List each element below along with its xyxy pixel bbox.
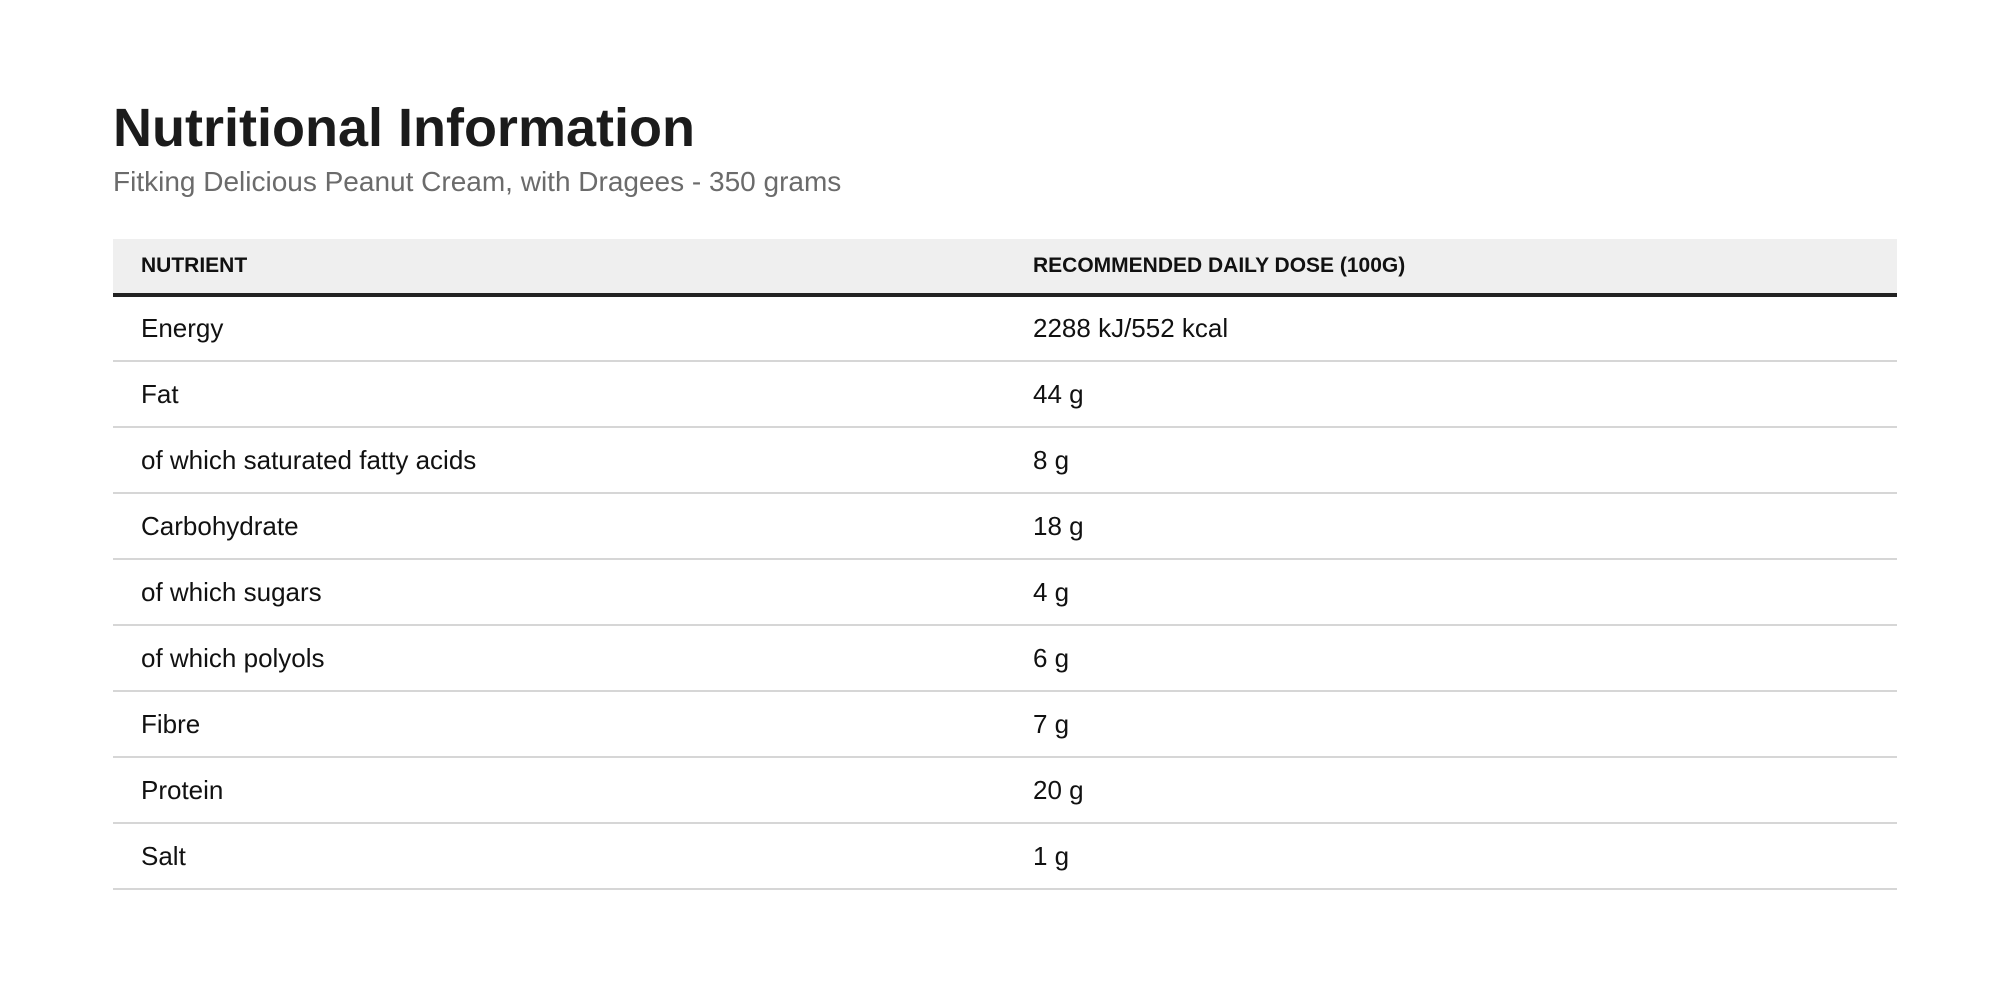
nutrient-cell: Fibre: [113, 691, 1005, 758]
nutrition-panel: Nutritional Information Fitking Deliciou…: [113, 96, 1897, 890]
nutrient-cell: of which polyols: [113, 625, 1005, 692]
table-row: Carbohydrate 18 g: [113, 493, 1897, 560]
table-row: Energy 2288 kJ/552 kcal: [113, 295, 1897, 362]
table-row: of which saturated fatty acids 8 g: [113, 427, 1897, 494]
nutrient-cell: of which sugars: [113, 559, 1005, 626]
dose-cell: 44 g: [1005, 361, 1897, 428]
table-row: of which sugars 4 g: [113, 559, 1897, 626]
table-body: Energy 2288 kJ/552 kcal Fat 44 g of whic…: [113, 295, 1897, 890]
nutrient-cell: Protein: [113, 757, 1005, 824]
table-header: NUTRIENT RECOMMENDED DAILY DOSE (100G): [113, 239, 1897, 297]
dose-cell: 8 g: [1005, 427, 1897, 494]
dose-cell: 1 g: [1005, 823, 1897, 890]
page-title: Nutritional Information: [113, 98, 695, 158]
dose-cell: 6 g: [1005, 625, 1897, 692]
nutrient-cell: Carbohydrate: [113, 493, 1005, 560]
nutrient-cell: of which saturated fatty acids: [113, 427, 1005, 494]
table-header-row: NUTRIENT RECOMMENDED DAILY DOSE (100G): [113, 239, 1897, 297]
nutrient-cell: Energy: [113, 295, 1005, 362]
nutrient-cell: Fat: [113, 361, 1005, 428]
nutrient-cell: Salt: [113, 823, 1005, 890]
table-row: Fibre 7 g: [113, 691, 1897, 758]
nutrition-table: NUTRIENT RECOMMENDED DAILY DOSE (100G) E…: [113, 239, 1897, 890]
dose-cell: 4 g: [1005, 559, 1897, 626]
dose-cell: 2288 kJ/552 kcal: [1005, 295, 1897, 362]
table-row: Protein 20 g: [113, 757, 1897, 824]
column-header-daily-dose: RECOMMENDED DAILY DOSE (100G): [1005, 239, 1897, 297]
table-row: of which polyols 6 g: [113, 625, 1897, 692]
table-row: Salt 1 g: [113, 823, 1897, 890]
dose-cell: 20 g: [1005, 757, 1897, 824]
dose-cell: 7 g: [1005, 691, 1897, 758]
table-row: Fat 44 g: [113, 361, 1897, 428]
page-subtitle: Fitking Delicious Peanut Cream, with Dra…: [113, 166, 842, 197]
dose-cell: 18 g: [1005, 493, 1897, 560]
column-header-nutrient: NUTRIENT: [113, 239, 1005, 297]
